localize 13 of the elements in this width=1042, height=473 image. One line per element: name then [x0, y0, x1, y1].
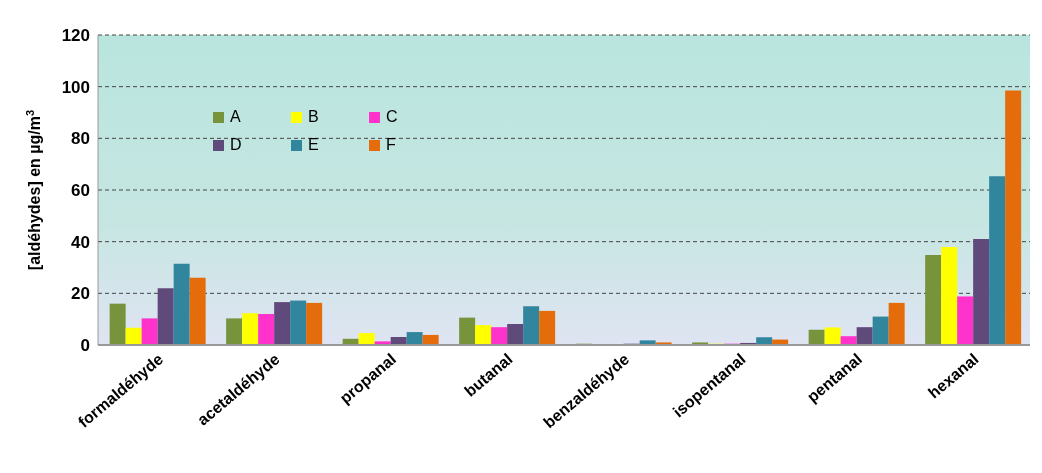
y-tick-label: 80 [71, 129, 90, 149]
legend-label: D [230, 136, 242, 154]
y-tick-label: 40 [71, 232, 90, 252]
legend-label: E [308, 136, 319, 154]
legend-label: F [386, 136, 396, 154]
legend-label: B [308, 108, 319, 126]
y-tick-label: 0 [80, 336, 90, 356]
y-tick-label: 120 [61, 26, 90, 46]
y-tick-label: 100 [61, 77, 90, 97]
legend-label: A [230, 108, 241, 126]
y-tick-label: 60 [71, 181, 90, 201]
y-tick-label: 20 [71, 284, 90, 304]
legend-label: C [386, 108, 398, 126]
